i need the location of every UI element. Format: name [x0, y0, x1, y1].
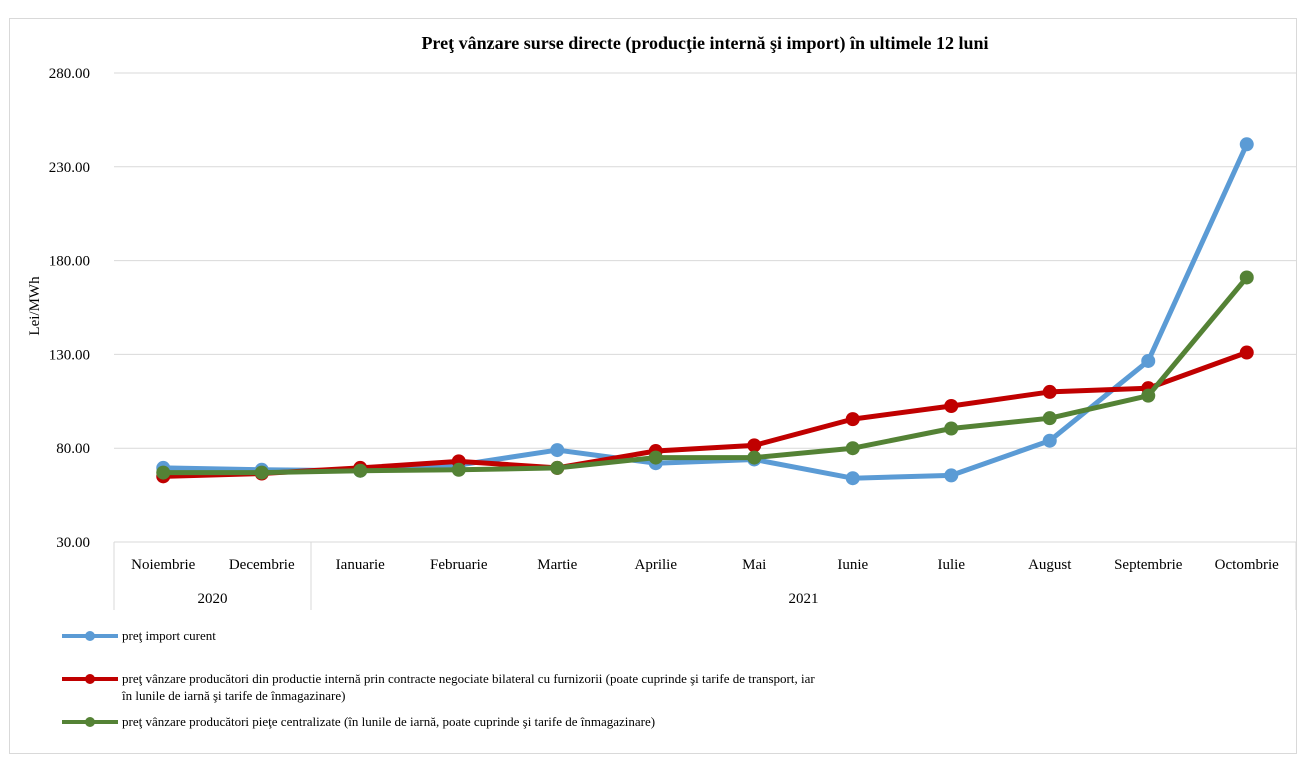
legend-label: în lunile de iarnă şi tarife de înmagazi… [121, 688, 345, 703]
data-point [1239, 137, 1254, 152]
legend-label: preţ vânzare producători pieţe centraliz… [122, 714, 655, 729]
x-tick-label: Octombrie [1215, 557, 1279, 573]
x-group-label: 2021 [789, 591, 819, 607]
data-point [1141, 388, 1156, 403]
legend-label: preţ vânzare producători din productie i… [122, 671, 815, 686]
y-tick-label: 130.00 [49, 347, 90, 363]
data-point [648, 450, 663, 465]
data-point [550, 460, 565, 475]
data-point [1239, 345, 1254, 360]
data-point [1042, 384, 1057, 399]
data-point [944, 421, 959, 436]
legend-swatch-marker [85, 674, 95, 684]
data-point [1042, 433, 1057, 448]
x-tick-label: Iunie [837, 557, 868, 573]
data-point [254, 465, 269, 480]
data-point [1141, 353, 1156, 368]
x-tick-label: August [1028, 557, 1072, 573]
series-line-3 [163, 275, 1249, 476]
data-point [451, 462, 466, 477]
data-point [550, 443, 565, 458]
data-point [1042, 411, 1057, 426]
data-point [944, 468, 959, 483]
data-point [944, 398, 959, 413]
y-tick-label: 80.00 [56, 441, 90, 457]
legend-swatch-marker [85, 631, 95, 641]
y-tick-label: 230.00 [49, 160, 90, 176]
x-tick-label: Septembrie [1114, 557, 1183, 573]
legend-swatch-marker [85, 717, 95, 727]
x-tick-label: Mai [742, 557, 766, 573]
x-tick-label: Ianuarie [336, 557, 385, 573]
x-tick-label: Aprilie [635, 557, 678, 573]
chart-frame: Preţ vânzare surse directe (producţie in… [9, 18, 1297, 754]
chart-title: Preţ vânzare surse directe (producţie in… [421, 33, 988, 54]
series-line-1 [163, 143, 1250, 481]
data-point [747, 438, 762, 453]
x-tick-label: Noiembrie [131, 557, 195, 573]
y-tick-label: 280.00 [49, 66, 90, 82]
x-group-label: 2020 [198, 591, 228, 607]
data-point [1239, 270, 1254, 285]
x-tick-label: Februarie [430, 557, 488, 573]
data-point [353, 463, 368, 478]
data-point [845, 441, 860, 456]
data-point [845, 471, 860, 486]
y-tick-label: 30.00 [56, 535, 90, 551]
x-tick-label: Decembrie [229, 557, 295, 573]
x-tick-label: Martie [537, 557, 577, 573]
data-point [747, 450, 762, 465]
x-tick-label: Iulie [938, 557, 966, 573]
data-point [845, 412, 860, 427]
legend-label: preţ import curent [122, 628, 216, 643]
data-point [156, 465, 171, 480]
line-chart: Preţ vânzare surse directe (producţie in… [27, 33, 1297, 729]
y-axis-label: Lei/MWh [27, 276, 43, 336]
y-tick-label: 180.00 [49, 254, 90, 270]
